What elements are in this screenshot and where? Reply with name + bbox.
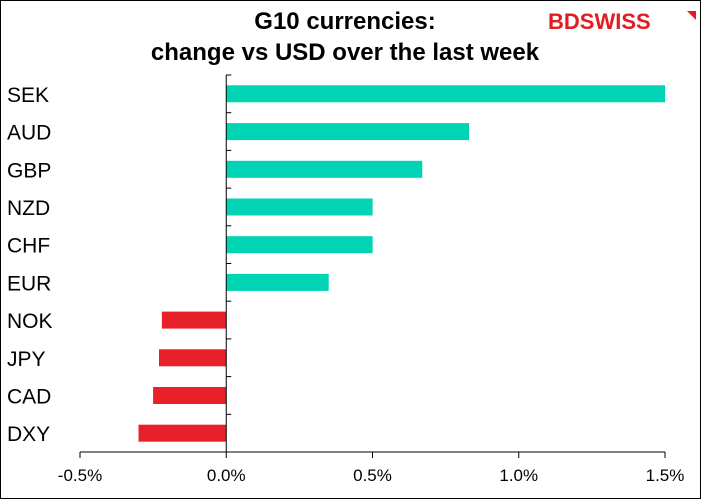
category-label-nzd: NZD xyxy=(7,197,50,220)
category-label-chf: CHF xyxy=(7,235,50,258)
x-tick-label: 0.0% xyxy=(207,466,246,485)
category-label-cad: CAD xyxy=(7,386,51,409)
x-tick-label: 0.5% xyxy=(353,466,392,485)
arrow-up-right-icon xyxy=(687,11,696,20)
category-label-jpy: JPY xyxy=(7,348,46,371)
bar-gbp xyxy=(226,160,423,178)
bar-aud xyxy=(226,123,470,141)
brand-name: BDSWISS xyxy=(548,9,651,34)
bar-eur xyxy=(226,273,329,291)
brand-logo: BDSWISS xyxy=(548,9,696,34)
bar-nok xyxy=(161,311,227,329)
bar-dxy xyxy=(138,424,227,442)
tick-labels: -0.5% 0.0% 0.5% 1.0% 1.5% xyxy=(58,466,685,485)
bar-sek xyxy=(226,85,666,103)
chart-title-line-2: change vs USD over the last week xyxy=(150,39,540,66)
x-tick-label: 1.0% xyxy=(499,466,538,485)
category-label-eur: EUR xyxy=(7,272,51,295)
category-label-aud: AUD xyxy=(7,122,51,145)
chart-title: G10 currencies: change vs USD over the l… xyxy=(0,6,690,68)
category-label-sek: SEK xyxy=(7,84,49,107)
bar-chf xyxy=(226,236,373,254)
category-label-dxy: DXY xyxy=(7,423,50,446)
category-label-gbp: GBP xyxy=(7,159,51,182)
x-tick-label: 1.5% xyxy=(646,466,685,485)
axes-group xyxy=(79,74,666,458)
bar-nzd xyxy=(226,198,373,216)
category-labels: SEK AUD GBP NZD CHF EUR NOK JPY CAD DXY xyxy=(7,84,53,446)
x-tick-label: -0.5% xyxy=(58,466,102,485)
chart-title-line-1: G10 currencies: xyxy=(254,8,436,35)
bar-cad xyxy=(153,387,227,404)
bars-group xyxy=(138,85,666,442)
category-label-nok: NOK xyxy=(7,310,53,333)
bar-jpy xyxy=(159,349,227,367)
